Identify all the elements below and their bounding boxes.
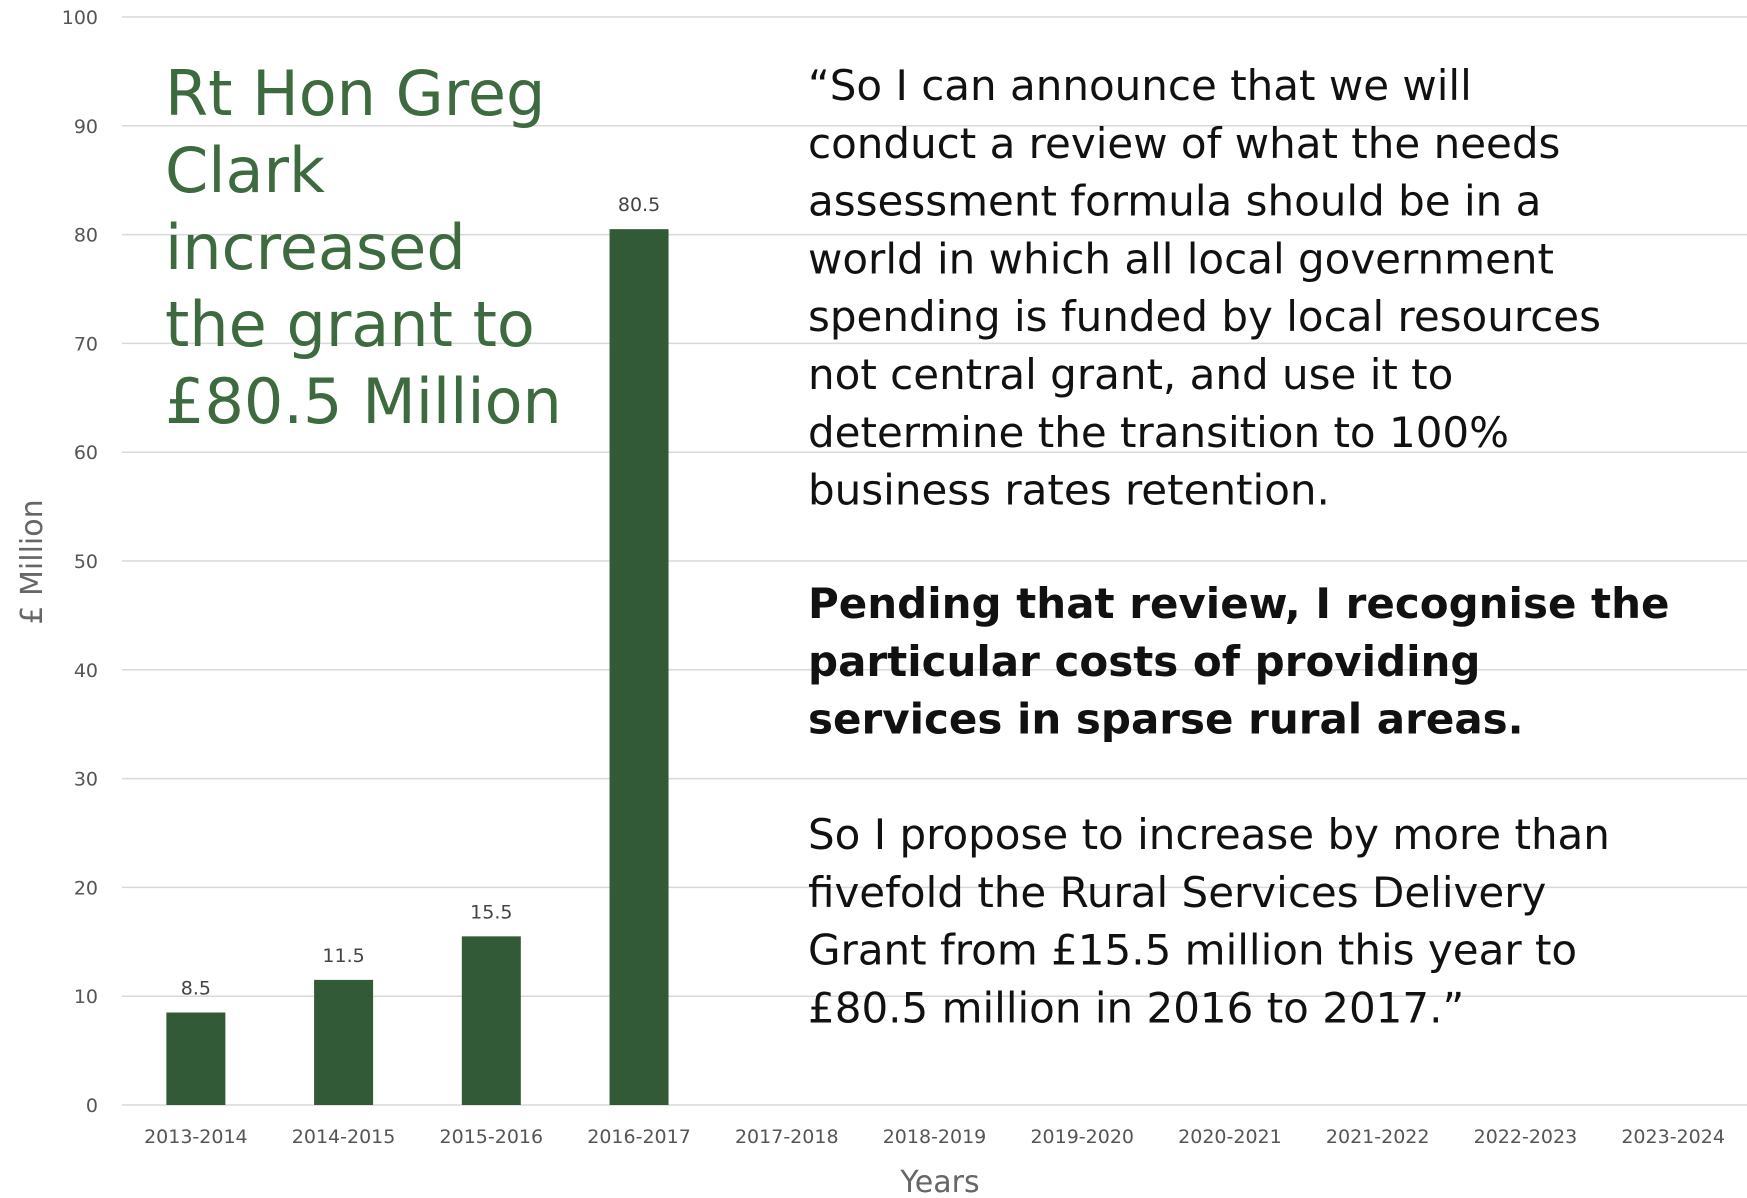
quote-line: services in sparse rural areas. [808,695,1524,744]
quote-line: assessment formula should be in a [808,177,1541,226]
y-tick-label: 0 [86,1095,98,1117]
x-tick-label: 2017-2018 [735,1126,839,1148]
quote-line: “So I can announce that we will [808,61,1472,110]
x-tick-label: 2019-2020 [1030,1126,1134,1148]
bar [609,229,669,1105]
annotation-line: Clark [165,134,325,207]
bar [166,1012,226,1105]
x-tick-label: 2020-2021 [1178,1126,1282,1148]
quote-line: business rates retention. [808,466,1330,515]
quote-line: £80.5 million in 2016 to 2017.” [808,983,1464,1032]
x-tick-label: 2021-2022 [1326,1126,1430,1148]
y-tick-label: 40 [74,660,98,682]
x-tick-label: 2023-2024 [1621,1126,1725,1148]
x-axis-title: Years [899,1165,979,1198]
data-label: 11.5 [322,945,364,967]
y-tick-label: 30 [74,769,98,791]
bar [461,936,521,1105]
bar [314,979,374,1105]
quote-line: Grant from £15.5 million this year to [808,926,1577,975]
quote-line: fivefold the Rural Services Delivery [808,868,1546,917]
quote-line: So I propose to increase by more than [808,810,1610,859]
quote-line: conduct a review of what the needs [808,119,1560,168]
annotation-line: increased [165,211,466,284]
y-tick-label: 100 [62,7,98,29]
annotation-line: Rt Hon Greg [165,57,545,130]
x-tick-label: 2014-2015 [292,1126,396,1148]
quote-line: not central grant, and use it to [808,350,1453,399]
x-tick-label: 2022-2023 [1474,1126,1578,1148]
y-tick-label: 70 [74,333,98,355]
y-tick-label: 50 [74,551,98,573]
data-label: 15.5 [470,901,512,923]
y-tick-label: 10 [74,986,98,1008]
data-label: 8.5 [181,978,211,1000]
annotation-line: £80.5 Million [165,365,562,438]
y-tick-label: 80 [74,225,98,247]
quote-line: determine the transition to 100% [808,408,1509,457]
data-label: 80.5 [618,194,660,216]
annotation-line: the grant to [165,288,535,361]
y-axis-title: £ Million [15,499,50,624]
quote-line: Pending that review, I recognise the [808,579,1670,628]
y-tick-label: 20 [74,877,98,899]
quote-line: spending is funded by local resources [808,292,1601,341]
y-tick-label: 90 [74,116,98,138]
y-tick-label: 60 [74,442,98,464]
quote-line: world in which all local government [808,234,1554,283]
quote-line: particular costs of providing [808,637,1481,686]
x-tick-label: 2015-2016 [440,1126,544,1148]
x-tick-label: 2013-2014 [144,1126,248,1148]
x-tick-label: 2016-2017 [587,1126,691,1148]
x-tick-label: 2018-2019 [883,1126,987,1148]
